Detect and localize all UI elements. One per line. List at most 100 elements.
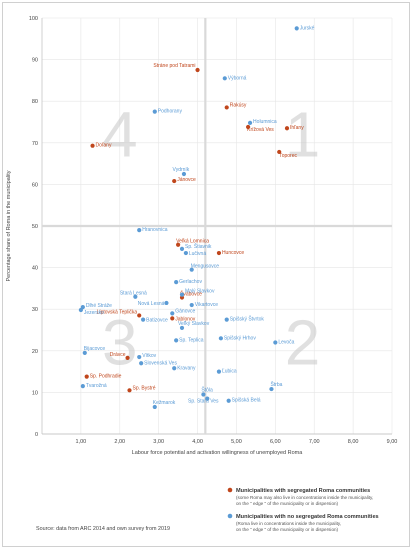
point-strane-pod-tatrami	[195, 67, 200, 73]
point-label-batizovce: Batizovce	[146, 318, 168, 324]
point-mengusovce	[189, 267, 194, 272]
point-gerlachov	[174, 280, 179, 285]
point-label-huncovce: Huncovce	[222, 250, 244, 256]
point-toporec	[277, 149, 282, 155]
point-svabovce	[179, 295, 185, 300]
x-tick-label: 9,00	[387, 439, 398, 445]
point-jezersko	[78, 307, 83, 313]
x-axis-title: Labour force potential and activation wi…	[132, 450, 304, 456]
data-points: Stráne pod Tatrami Rakúsy Krížová Ves Ihľan…	[78, 25, 315, 410]
legend-desc-non-segregated: (Roma live in concentrations inside the …	[236, 521, 341, 532]
point-label-gerlachov: Gerlachov	[179, 279, 202, 285]
quadrant-label-1: 1	[285, 98, 321, 170]
point-label-holumnica: Holumnica	[253, 119, 277, 125]
point-jablonov	[170, 316, 175, 321]
point-label-lucivna: Lučivná	[189, 251, 206, 257]
point-vyborna	[222, 76, 227, 81]
point-label-mengusovce: Mengusovce	[191, 264, 220, 270]
point-label-vydrnik: Vydrník	[173, 167, 190, 173]
quadrant-label-4: 4	[102, 98, 138, 170]
point-hranovnica	[137, 228, 142, 233]
source-note: Source: data from ARC 2014 and own surve…	[36, 526, 170, 532]
point-dolany	[90, 143, 95, 148]
point-label-vitkov: Vítkov	[142, 353, 156, 359]
x-tick-label: 1,00	[76, 439, 87, 445]
point-label-spissky-hrhov: Spišský Hrhov	[224, 335, 256, 341]
x-tick-label: 7,00	[309, 439, 320, 445]
point-slovenska-ves	[139, 361, 144, 366]
point-sp-teplica	[174, 338, 179, 343]
point-tvarozna	[80, 384, 85, 389]
point-label-stola: Štôla	[201, 386, 213, 393]
y-tick-label: 20	[32, 349, 38, 355]
point-lubica	[216, 369, 222, 374]
legend-title-non-segregated: Municipalities with no segregated Roma c…	[236, 514, 379, 520]
point-label-velky-slavkov: Veľký Slavkov	[178, 321, 210, 327]
point-kravany	[172, 366, 177, 371]
point-spissky-hrhov	[218, 336, 223, 341]
legend-marker-segregated	[227, 487, 233, 493]
point-vydrnik	[181, 171, 187, 177]
point-velky-slavkov	[179, 325, 185, 331]
y-tick-label: 60	[32, 182, 38, 188]
quadrant-dividers	[42, 18, 392, 434]
point-label-strba: Štrba	[270, 381, 282, 388]
point-label-podhorany: Podhorany	[158, 109, 183, 115]
point-label-strane-pod-tatrami: Stráne pod Tatrami	[153, 63, 195, 69]
legend-title-segregated: Municipalities with segregated Roma comm…	[236, 488, 370, 494]
point-label-rakusy: Rakúsy	[230, 102, 247, 108]
point-label-toporec: Toporec	[279, 153, 297, 159]
point-strba	[269, 386, 274, 392]
point-podhorany	[152, 109, 157, 114]
point-label-nova-lesna: Nová Lesná	[138, 301, 165, 307]
legend-desc-segregated: (some Roma may also live in concentratio…	[236, 495, 373, 506]
point-label-sp-stara-ves: Sp. Stará Ves	[188, 399, 219, 405]
legend-marker-non-segregated	[227, 513, 233, 519]
quadrant-labels: 1 2 3 4	[102, 98, 320, 378]
point-stara-lesna	[133, 294, 138, 299]
point-label-jezersko: Jezersko	[84, 310, 104, 316]
point-sp-stiavnik	[179, 246, 185, 251]
point-vitkov	[137, 354, 142, 360]
x-tick-label: 3,00	[153, 439, 164, 445]
point-sp-bystre	[127, 388, 132, 393]
point-velka-lomnica	[176, 242, 181, 247]
axis-ticks: 0 10 20 30 40 50 60 70 80 90 100 1,00 2,00 3,00 4,00 5,…	[29, 16, 398, 445]
y-tick-label: 90	[32, 58, 38, 64]
point-label-spisska-bela: Spišská Belá	[232, 398, 261, 404]
quadrant-label-2: 2	[285, 306, 321, 378]
point-sp-podhradie	[84, 374, 89, 379]
point-label-bijacovce: Bijacovce	[84, 346, 106, 352]
point-jurske	[294, 26, 299, 31]
point-label-ihlany: Ihľany	[290, 125, 304, 131]
point-label-kezmarok: Kežmarok	[153, 400, 176, 406]
point-bijacovce	[82, 350, 87, 355]
y-tick-label: 0	[35, 432, 38, 438]
x-tick-label: 6,00	[270, 439, 281, 445]
point-ihlany	[284, 126, 290, 131]
point-label-krizova-ves: Krížová Ves	[247, 127, 274, 133]
y-axis-title: Percentage share of Roma in the municipa…	[6, 170, 12, 281]
point-liptovska-teplicka	[137, 313, 142, 318]
point-label-jablonov: Jablonov	[175, 316, 196, 322]
point-ganovce	[170, 311, 175, 316]
point-batizovce	[141, 317, 146, 322]
point-label-kravany: Kravany	[177, 365, 196, 371]
x-tick-label: 5,00	[231, 439, 242, 445]
quadrant-label-3: 3	[102, 306, 138, 378]
y-tick-label: 40	[32, 266, 38, 272]
point-label-maly-slavkov: Malý Slavkov	[185, 289, 215, 295]
series-segregated: Stráne pod Tatrami Rakúsy Krížová Ves Ihľan…	[84, 63, 304, 393]
point-label-velka-lomnica: Veľká Lomnica	[176, 239, 209, 245]
x-tick-label: 8,00	[348, 439, 359, 445]
point-maly-slavkov	[179, 292, 185, 297]
point-spisska-bela	[226, 398, 231, 403]
point-label-liptovska-teplicka: Liptovská Teplička	[97, 309, 138, 315]
point-vikartovce	[189, 302, 194, 308]
y-tick-label: 50	[32, 224, 38, 230]
point-label-stara-lesna: Stará Lesná	[120, 291, 147, 297]
point-stola	[201, 392, 206, 397]
y-tick-label: 30	[32, 307, 38, 313]
